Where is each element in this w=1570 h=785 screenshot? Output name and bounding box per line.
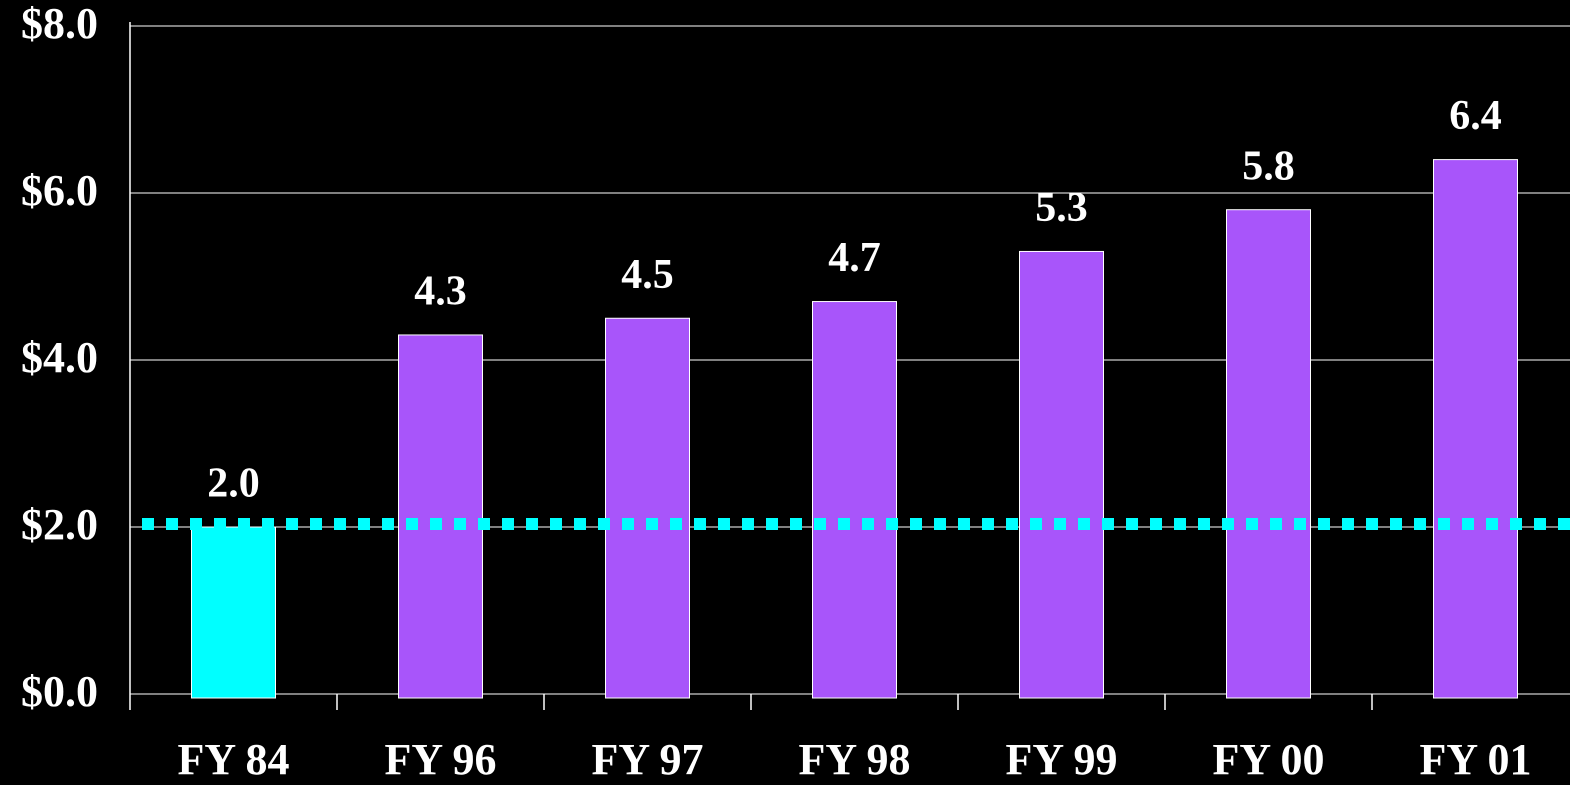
x-tick-label: FY 96 [384, 735, 496, 784]
bar [1433, 159, 1518, 699]
value-label: 5.3 [1035, 185, 1088, 231]
y-tick-label: $4.0 [21, 333, 98, 382]
bar [1226, 209, 1311, 699]
value-label: 5.8 [1242, 143, 1295, 189]
x-tick-label: FY 00 [1212, 735, 1324, 784]
bar [605, 317, 690, 699]
value-label: 4.3 [414, 269, 467, 315]
bar [1019, 250, 1104, 699]
y-tick-label: $8.0 [21, 0, 98, 48]
bar [191, 526, 276, 699]
bar [398, 334, 483, 699]
y-tick-label: $2.0 [21, 500, 98, 549]
value-label: 4.7 [828, 235, 881, 281]
x-tick-label: FY 01 [1419, 735, 1531, 784]
x-tick-label: FY 99 [1005, 735, 1117, 784]
value-label: 2.0 [207, 461, 260, 507]
value-label: 6.4 [1449, 93, 1502, 139]
bar [812, 301, 897, 699]
x-tick-label: FY 97 [591, 735, 703, 784]
x-tick-label: FY 98 [798, 735, 910, 784]
x-tick-label: FY 84 [177, 735, 289, 784]
y-tick-label: $6.0 [21, 166, 98, 215]
value-label: 4.5 [621, 252, 674, 298]
y-tick-label: $0.0 [21, 667, 98, 716]
